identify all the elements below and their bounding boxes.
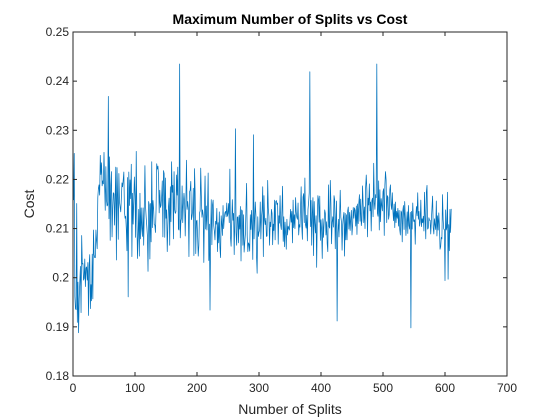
x-tick-label: 300 xyxy=(249,381,269,395)
y-tick-label: 0.19 xyxy=(46,320,70,334)
x-axis-ticks: 0 100 200 300 400 500 600 700 xyxy=(70,32,517,395)
plot-area xyxy=(73,32,507,376)
x-tick-label: 500 xyxy=(373,381,393,395)
y-tick-label: 0.25 xyxy=(46,25,70,39)
y-tick-label: 0.22 xyxy=(46,172,70,186)
chart-title: Maximum Number of Splits vs Cost xyxy=(173,11,408,27)
x-tick-label: 400 xyxy=(311,381,331,395)
x-tick-label: 200 xyxy=(187,381,207,395)
x-tick-label: 700 xyxy=(497,381,517,395)
axes-box xyxy=(72,31,508,377)
x-tick-label: 600 xyxy=(435,381,455,395)
x-tick-label: 100 xyxy=(125,381,145,395)
y-tick-label: 0.21 xyxy=(46,222,70,236)
y-axis-ticks: 0.18 0.19 0.2 0.21 0.22 0.23 0.24 0.25 xyxy=(46,25,507,383)
y-axis-label: Cost xyxy=(21,190,37,219)
x-tick-label: 0 xyxy=(70,381,77,395)
x-axis-label: Number of Splits xyxy=(238,401,341,417)
series-layer xyxy=(73,63,452,334)
y-tick-label: 0.23 xyxy=(46,123,70,137)
series-line-0 xyxy=(73,63,452,334)
y-tick-label: 0.18 xyxy=(46,369,70,383)
y-tick-label: 0.2 xyxy=(52,271,69,285)
y-tick-label: 0.24 xyxy=(46,74,70,88)
